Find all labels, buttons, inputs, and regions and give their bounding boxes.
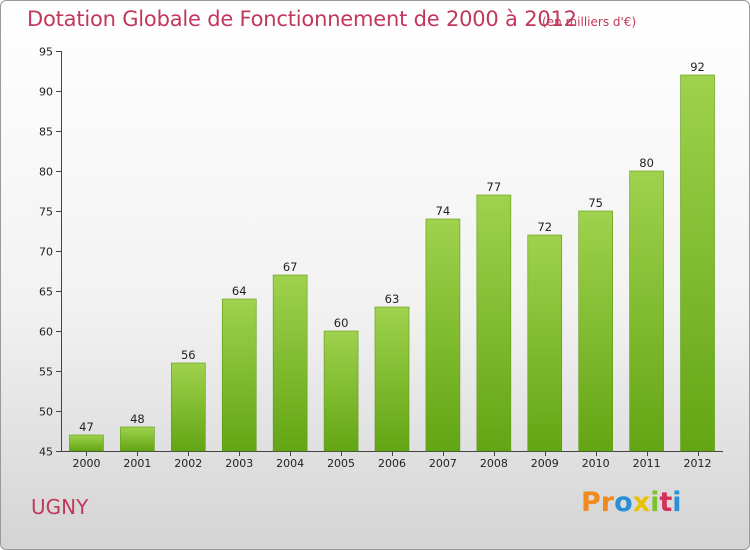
x-tick-label: 2003	[225, 457, 253, 470]
bar	[425, 218, 461, 452]
bar-value-label: 56	[181, 348, 196, 362]
bar	[120, 426, 155, 452]
y-tick-label: 65	[39, 286, 53, 299]
y-tick-label: 90	[39, 86, 53, 99]
y-tick-label: 45	[39, 446, 53, 459]
logo-letter: t	[659, 487, 673, 518]
bars: 47 48 56 64 67 60 63 74 77 72 75 80 92	[69, 60, 715, 452]
x-tick-label: 2010	[582, 457, 610, 470]
y-tick-label: 60	[39, 326, 53, 339]
logo-letter: i	[672, 487, 682, 518]
bar-value-label: 48	[130, 412, 145, 426]
chart-subtitle: (en milliers d'€)	[542, 15, 637, 29]
x-tick-label: 2004	[276, 457, 304, 470]
bar	[476, 194, 512, 452]
bar-value-label: 63	[385, 292, 400, 306]
bar-value-label: 67	[283, 260, 298, 274]
commune-name: UGNY	[31, 495, 89, 519]
x-tick-label: 2008	[480, 457, 508, 470]
x-tick-label: 2011	[633, 457, 661, 470]
x-tick-label: 2005	[327, 457, 355, 470]
proxiti-logo: Proxiti	[581, 487, 682, 518]
y-tick-label: 75	[39, 206, 53, 219]
x-tick-label: 2001	[123, 457, 151, 470]
bar	[272, 274, 308, 452]
logo-letter: i	[650, 487, 660, 518]
bar-value-label: 72	[537, 220, 552, 234]
y-tick-label: 55	[39, 366, 53, 379]
x-tick-label: 2000	[72, 457, 100, 470]
chart-title: Dotation Globale de Fonctionnement de 20…	[27, 7, 577, 31]
y-tick-label: 50	[39, 406, 53, 419]
bar-value-label: 74	[436, 204, 451, 218]
x-tick-label: 2012	[684, 457, 712, 470]
y-tick-label: 95	[39, 46, 53, 59]
bar-value-label: 92	[690, 60, 705, 74]
x-tick-label: 2007	[429, 457, 457, 470]
bar-value-label: 60	[334, 316, 349, 330]
bar-value-label: 80	[639, 156, 654, 170]
bar-value-label: 75	[588, 196, 603, 210]
bar-value-label: 77	[487, 180, 502, 194]
y-tick-label: 85	[39, 126, 53, 139]
bar	[527, 234, 563, 452]
bar	[323, 330, 359, 452]
bar	[171, 362, 206, 452]
logo-letter: P	[581, 487, 601, 518]
axes: 45 50 55 60 65 70 75 80 85 90 95 2000 2001 2002 2003 20…	[39, 46, 723, 470]
bar-value-label: 64	[232, 284, 247, 298]
x-tick-label: 2006	[378, 457, 406, 470]
bar	[221, 298, 257, 452]
bar	[680, 74, 715, 452]
bar	[629, 170, 664, 452]
logo-letter: x	[632, 487, 651, 518]
x-tick-label: 2009	[531, 457, 559, 470]
y-tick-label: 80	[39, 166, 53, 179]
logo-letter: r	[600, 487, 615, 518]
bar-value-label: 47	[79, 420, 94, 434]
bar	[374, 306, 410, 452]
bar	[69, 434, 104, 452]
bar	[578, 210, 613, 452]
y-tick-label: 70	[39, 246, 53, 259]
x-tick-label: 2002	[174, 457, 202, 470]
logo-letter: o	[614, 487, 633, 518]
